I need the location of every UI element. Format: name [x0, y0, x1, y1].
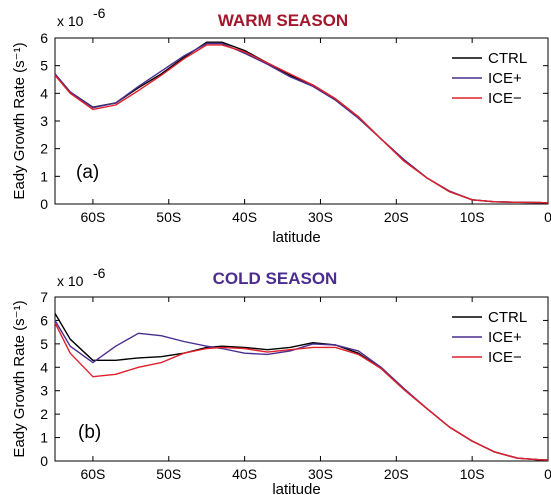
legend-label: CTRL [488, 50, 527, 67]
y-multiplier: x 10 [57, 273, 84, 289]
x-tick-label: 0 [544, 209, 551, 225]
legend-label: ICE− [488, 349, 522, 366]
series-line-ice-minus [54, 44, 549, 204]
y-tick-label: 5 [40, 336, 48, 352]
y-tick-label: 1 [40, 430, 48, 446]
legend-label: ICE− [488, 90, 522, 107]
legend: CTRL ICE+ ICE− [452, 309, 527, 366]
y-multiplier: x 10 [57, 13, 84, 29]
chart-title: WARM SEASON [218, 11, 348, 30]
y-tick-label: 5 [40, 58, 48, 74]
legend: CTRL ICE+ ICE− [452, 50, 527, 107]
x-tick-label: 60S [80, 209, 105, 225]
series-line-ice-plus [54, 320, 549, 461]
legend-label: ICE+ [488, 329, 522, 346]
y-tick-label: 3 [40, 383, 48, 399]
x-tick-label: 20S [384, 466, 409, 482]
plot-frame [54, 37, 549, 205]
y-tick-label: 6 [40, 312, 48, 328]
y-tick-label: 3 [40, 113, 48, 129]
legend-label: ICE+ [488, 70, 522, 87]
x-axis-label: latitude [272, 481, 320, 495]
x-tick-label: 40S [232, 209, 257, 225]
y-tick-label: 2 [40, 141, 48, 157]
y-multiplier-exponent: -6 [93, 5, 106, 21]
y-tick-label: 6 [40, 30, 48, 46]
legend-label: CTRL [488, 309, 527, 326]
series-line-ctrl [54, 41, 549, 204]
y-tick-label: 0 [40, 453, 48, 469]
series-line-ice-plus [54, 42, 549, 204]
y-tick-label: 0 [40, 196, 48, 212]
plot-frame [54, 296, 549, 462]
x-tick-label: 50S [156, 209, 181, 225]
x-tick-label: 20S [384, 209, 409, 225]
y-tick-label: 2 [40, 406, 48, 422]
x-tick-label: 10S [460, 209, 485, 225]
x-tick-label: 0 [544, 466, 551, 482]
y-axis-label: Eady Growth Rate (s⁻¹) [11, 300, 28, 457]
series-line-ice-minus [54, 322, 549, 461]
x-tick-label: 60S [80, 466, 105, 482]
chart-panel-1: 60S 50S 40S 30S 20S 10S 0 0 1 2 3 4 5 6 7 x 10 -6 COLD SE… [11, 265, 551, 495]
x-tick-label: 40S [232, 466, 257, 482]
panel-label: (a) [76, 162, 99, 183]
y-tick-label: 4 [40, 359, 48, 375]
chart-title: COLD SEASON [213, 269, 338, 288]
y-axis-label: Eady Growth Rate (s⁻¹) [11, 42, 28, 199]
x-tick-label: 50S [156, 466, 181, 482]
chart-panel-0: 60S 50S 40S 30S 20S 10S 0 0 1 2 3 4 5 6 x 10 -6 WARM SEA… [11, 5, 551, 246]
y-tick-label: 7 [40, 289, 48, 305]
y-tick-label: 1 [40, 168, 48, 184]
x-tick-label: 30S [308, 209, 333, 225]
series-line-ctrl [54, 313, 549, 461]
y-multiplier-exponent: -6 [93, 265, 106, 281]
x-tick-label: 30S [308, 466, 333, 482]
x-axis-label: latitude [272, 229, 320, 246]
panel-label: (b) [78, 422, 101, 443]
y-tick-label: 4 [40, 85, 48, 101]
x-tick-label: 10S [460, 466, 485, 482]
